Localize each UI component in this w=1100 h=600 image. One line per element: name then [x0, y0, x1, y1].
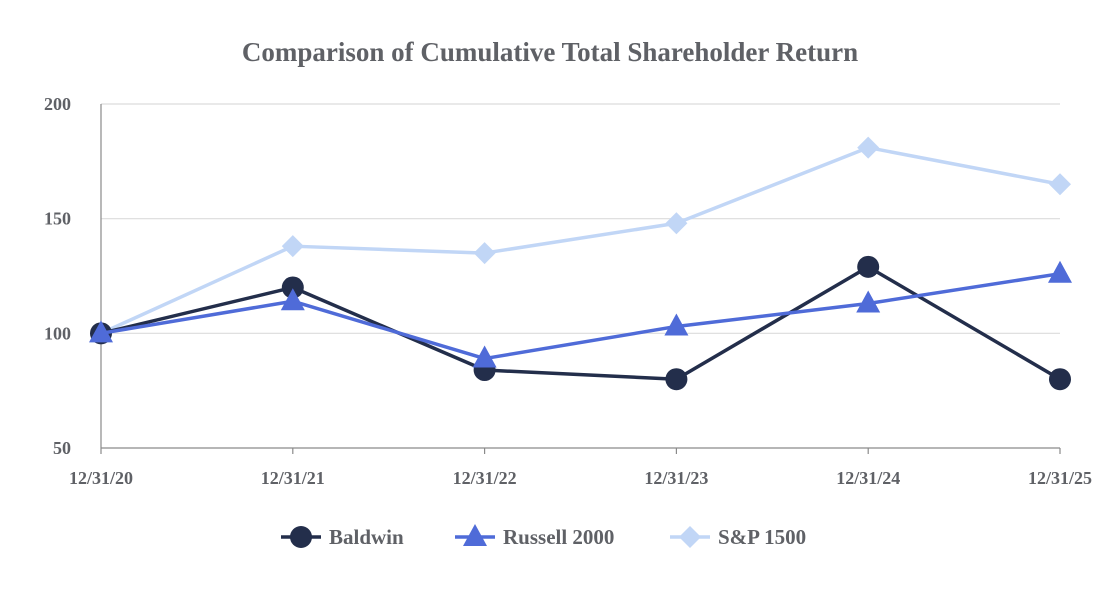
- x-tick-label: 12/31/21: [261, 468, 325, 488]
- legend: Baldwin Russell 2000 S&P 1500: [281, 524, 806, 549]
- legend-marker-baldwin: [290, 526, 312, 548]
- chart-title: Comparison of Cumulative Total Sharehold…: [242, 37, 858, 67]
- data-point-baldwin: [1049, 368, 1071, 391]
- data-point-russell-2000: [472, 345, 497, 368]
- series-lines: [89, 136, 1072, 391]
- x-tick-label: 12/31/23: [644, 468, 708, 488]
- legend-label: Russell 2000: [503, 525, 614, 549]
- x-tick-label: 12/31/22: [453, 468, 517, 488]
- x-tick-labels: 12/31/20 12/31/21 12/31/22 12/31/23 12/31/24…: [69, 468, 1092, 488]
- data-point-russell-2000: [280, 288, 305, 311]
- series-line-s-p-1500: [100, 145, 1061, 335]
- series-line-baldwin: [100, 265, 1061, 381]
- legend-item-baldwin: Baldwin: [281, 525, 404, 549]
- y-tick-label: 200: [44, 94, 71, 114]
- data-point-russell-2000: [856, 290, 881, 313]
- data-point-russell-2000: [664, 313, 689, 336]
- y-tick-label: 150: [44, 209, 71, 229]
- legend-marker-s-p-1500: [679, 526, 701, 548]
- y-tick-label: 50: [53, 438, 71, 458]
- data-point-s-p-1500: [473, 242, 496, 265]
- series-baldwin: [90, 255, 1071, 391]
- data-point-russell-2000: [1048, 260, 1072, 283]
- legend-item-s-p-1500: S&P 1500: [670, 525, 806, 549]
- data-point-s-p-1500: [281, 235, 304, 258]
- data-point-s-p-1500: [665, 212, 688, 235]
- series-russell-2000: [89, 260, 1072, 368]
- x-tick-label: 12/31/24: [836, 468, 900, 488]
- series-line-russell-2000: [100, 271, 1061, 361]
- legend-label: S&P 1500: [718, 525, 806, 549]
- x-tick-label: 12/31/25: [1028, 468, 1092, 488]
- data-point-s-p-1500: [1049, 173, 1071, 196]
- legend-item-russell-2000: Russell 2000: [455, 524, 614, 549]
- series-s-p-1500: [90, 136, 1071, 345]
- data-point-baldwin: [281, 276, 304, 299]
- gridlines: [101, 103, 1060, 334]
- legend-marker-russell-2000: [463, 524, 487, 546]
- y-tick-label: 100: [44, 323, 71, 343]
- axes: [100, 104, 1061, 454]
- y-tick-labels: 50 100 150 200: [44, 94, 71, 458]
- x-tick-label: 12/31/20: [69, 468, 133, 488]
- data-point-s-p-1500: [857, 136, 880, 159]
- data-point-baldwin: [857, 255, 880, 278]
- legend-label: Baldwin: [329, 525, 404, 549]
- data-point-baldwin: [665, 368, 688, 391]
- data-point-russell-2000: [89, 320, 113, 343]
